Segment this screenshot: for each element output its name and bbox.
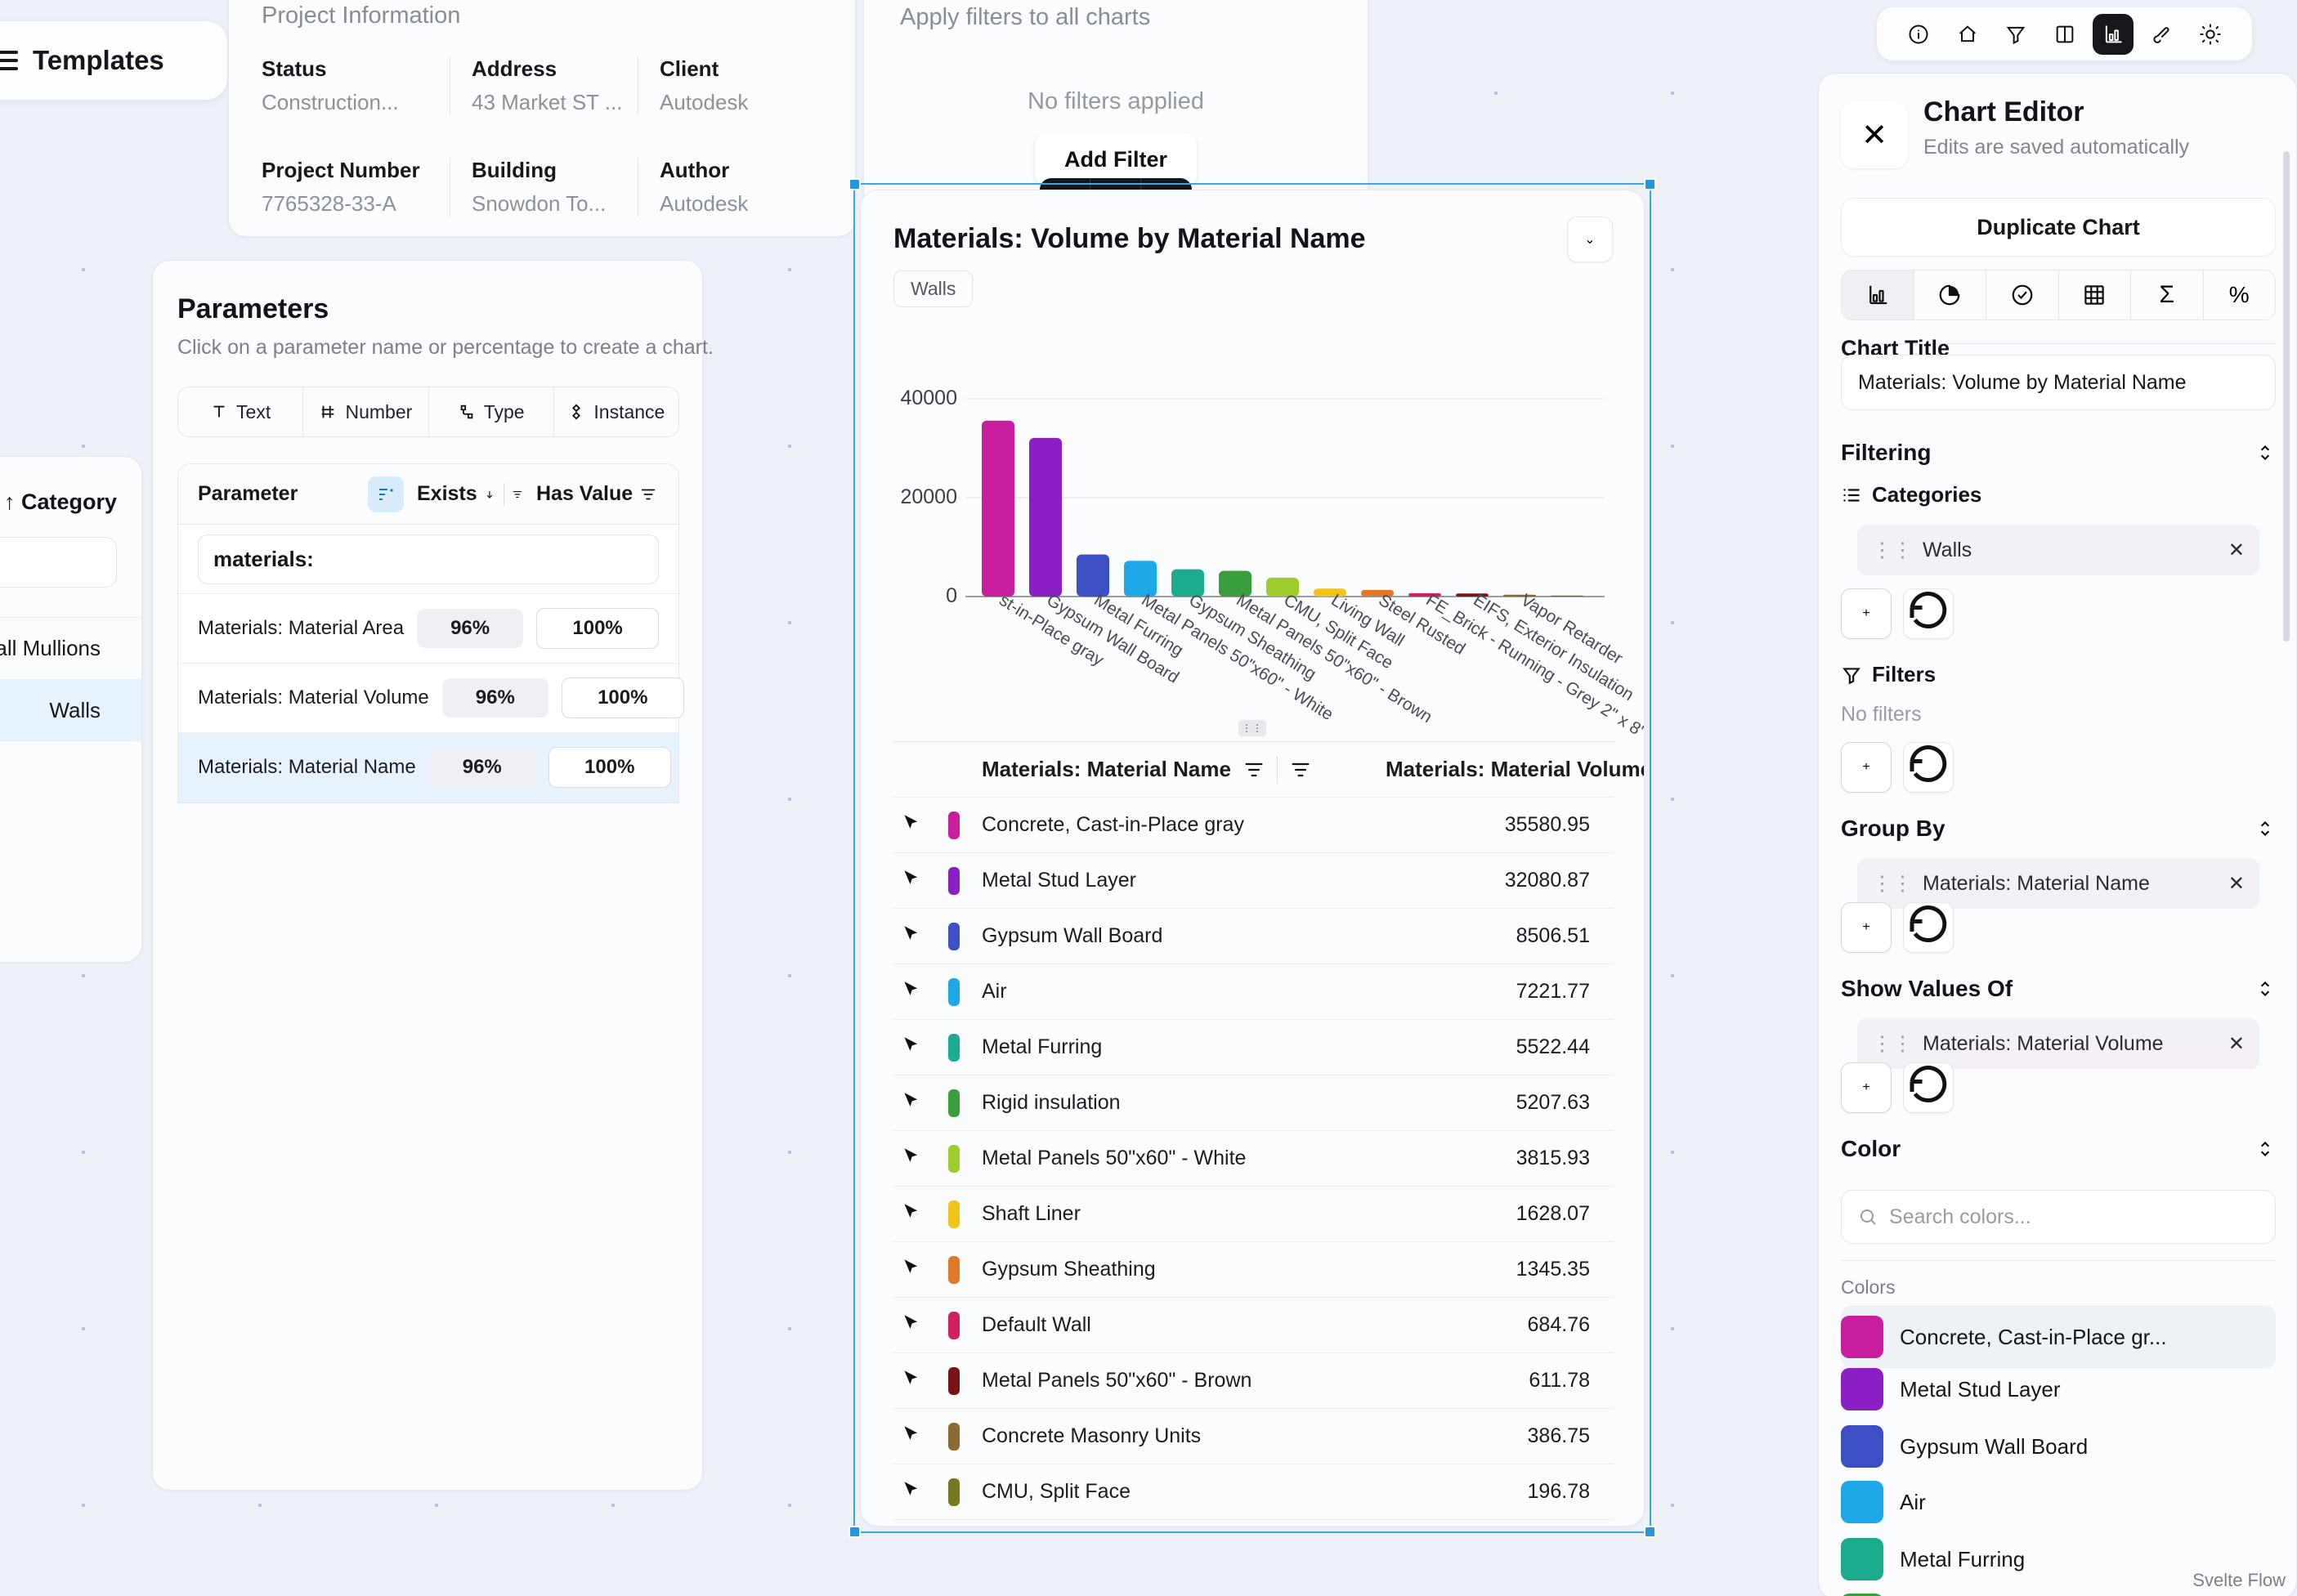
svg-text:40000: 40000 xyxy=(900,387,957,409)
svg-text:20000: 20000 xyxy=(900,485,957,508)
svg-text:0: 0 xyxy=(946,584,957,607)
